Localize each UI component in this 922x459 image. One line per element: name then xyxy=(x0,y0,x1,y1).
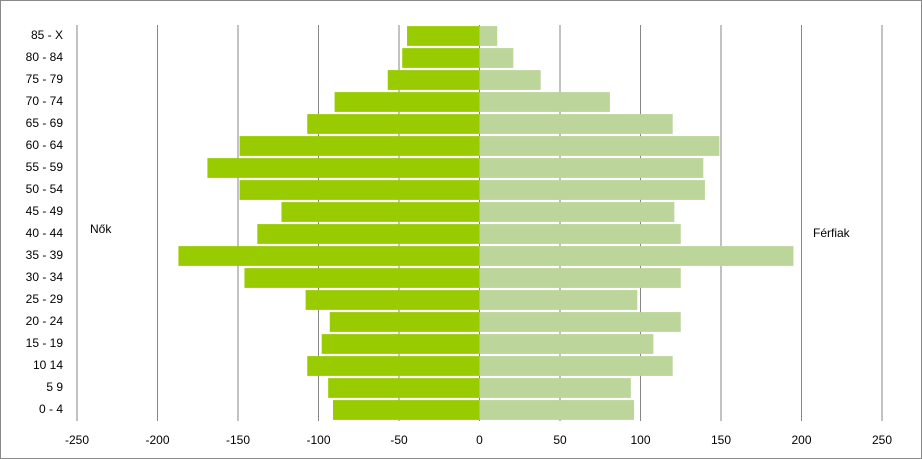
bar xyxy=(479,48,514,68)
x-tick-label: -150 xyxy=(226,433,250,447)
bar xyxy=(479,312,681,332)
y-tick-label: 10 14 xyxy=(33,358,63,372)
y-tick-label: 40 - 44 xyxy=(26,226,64,240)
bar xyxy=(321,334,480,354)
x-tick-label: 250 xyxy=(872,433,892,447)
bar xyxy=(307,114,480,134)
y-tick-label: 60 - 64 xyxy=(26,138,64,152)
bar xyxy=(239,180,480,200)
bar xyxy=(479,202,675,222)
y-tick-label: 80 - 84 xyxy=(26,50,64,64)
x-tick-label: -250 xyxy=(65,433,89,447)
bar xyxy=(307,356,480,376)
bar xyxy=(479,246,794,266)
bar xyxy=(479,26,498,46)
bar xyxy=(479,136,720,156)
y-tick-label: 50 - 54 xyxy=(26,182,64,196)
y-tick-label: 0 - 4 xyxy=(39,402,63,416)
bar xyxy=(479,334,654,354)
y-tick-label: 65 - 69 xyxy=(26,116,64,130)
bar xyxy=(387,70,480,90)
y-tick-label: 85 - X xyxy=(31,28,63,42)
x-tick-label: 0 xyxy=(476,433,483,447)
bar xyxy=(479,268,681,288)
x-tick-label: -50 xyxy=(390,433,408,447)
bar xyxy=(257,224,480,244)
bar xyxy=(479,356,673,376)
bar xyxy=(479,92,610,112)
x-tick-label: 50 xyxy=(553,433,567,447)
bar xyxy=(479,378,631,398)
bar xyxy=(178,246,480,266)
bar xyxy=(479,400,635,420)
x-tick-label: 150 xyxy=(711,433,731,447)
series-label: Férfiak xyxy=(813,226,851,240)
bar xyxy=(334,92,480,112)
bar xyxy=(479,114,673,134)
y-tick-label: 5 9 xyxy=(46,380,63,394)
bar xyxy=(402,48,480,68)
y-tick-label: 15 - 19 xyxy=(26,336,64,350)
bar xyxy=(329,312,480,332)
series-label: Nők xyxy=(90,222,112,236)
bar xyxy=(328,378,480,398)
y-tick-label: 70 - 74 xyxy=(26,94,64,108)
bar xyxy=(239,136,480,156)
bar xyxy=(281,202,480,222)
bar xyxy=(332,400,480,420)
x-tick-label: 100 xyxy=(630,433,650,447)
y-tick-label: 30 - 34 xyxy=(26,270,64,284)
y-tick-label: 25 - 29 xyxy=(26,292,64,306)
bar xyxy=(244,268,480,288)
y-tick-label: 55 - 59 xyxy=(26,160,64,174)
y-tick-label: 45 - 49 xyxy=(26,204,64,218)
bar xyxy=(479,290,638,310)
y-tick-label: 75 - 79 xyxy=(26,72,64,86)
bar xyxy=(305,290,480,310)
x-tick-label: -100 xyxy=(306,433,330,447)
bar xyxy=(479,158,704,178)
bar xyxy=(207,158,480,178)
x-tick-label: -200 xyxy=(145,433,169,447)
bar xyxy=(407,26,480,46)
bar xyxy=(479,180,705,200)
bar xyxy=(479,224,681,244)
y-tick-label: 20 - 24 xyxy=(26,314,64,328)
x-tick-label: 200 xyxy=(791,433,811,447)
y-tick-label: 35 - 39 xyxy=(26,248,64,262)
bar xyxy=(479,70,541,90)
